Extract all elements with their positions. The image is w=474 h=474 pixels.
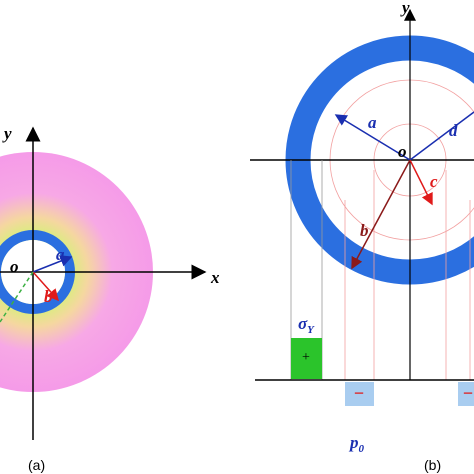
a-label: a (56, 245, 65, 264)
caption-a: (a) (28, 457, 45, 473)
y-label: y (400, 0, 410, 17)
arrow-b (32, 271, 59, 302)
caption-b: (b) (424, 457, 441, 473)
projection-lines-red (344, 170, 471, 380)
arrow-a (334, 114, 411, 161)
arrow-d (409, 111, 474, 161)
x-label: x (210, 268, 220, 287)
minus: − (463, 383, 473, 403)
c-label: c (430, 172, 438, 191)
b-label: b (44, 287, 53, 306)
pressure-block (345, 382, 374, 406)
panel-a: y x o a b (a) (0, 124, 220, 473)
y-label: y (2, 124, 12, 143)
stress-label: σY (298, 314, 315, 336)
panel-b: + − − y o a d c b σY p0 (b) (250, 0, 474, 473)
arrow-c (409, 159, 433, 206)
dashed-radius (0, 271, 34, 323)
a-label: a (368, 113, 377, 132)
plus: + (302, 350, 310, 365)
d-label: d (449, 121, 458, 140)
origin-label: o (10, 257, 19, 276)
origin-label: o (398, 142, 407, 161)
arrow-b (351, 159, 411, 270)
minus: − (354, 383, 364, 403)
pressure-block (458, 382, 474, 406)
b-label: b (360, 221, 369, 240)
arrow-a (32, 255, 73, 273)
stress-block (291, 338, 322, 379)
pressure-label: p0 (348, 433, 365, 455)
